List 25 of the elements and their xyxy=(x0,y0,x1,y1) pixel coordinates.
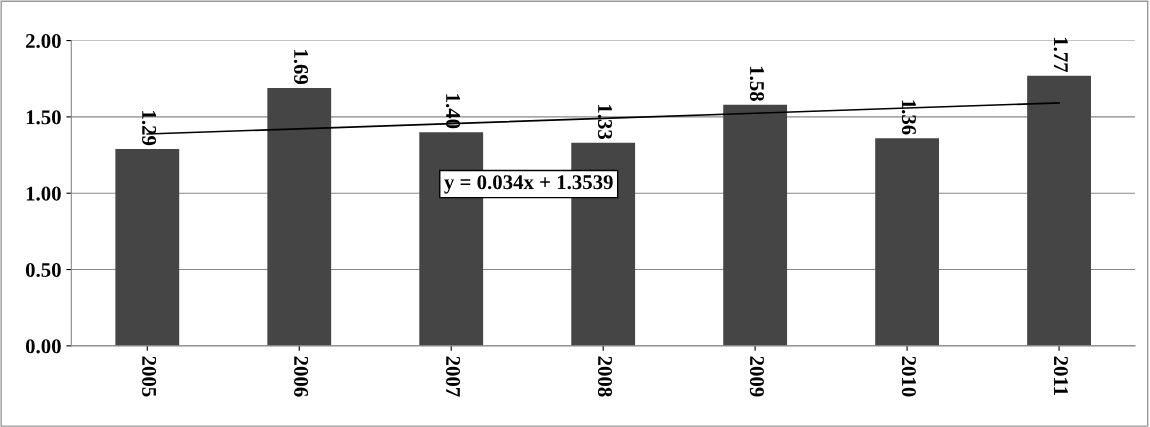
bar xyxy=(1027,75,1091,346)
data-label: 1.58 xyxy=(749,66,764,101)
x-tick-label: 2011 xyxy=(1053,356,1068,396)
x-tick-label: 2007 xyxy=(446,356,461,397)
y-tick-label: 1.50 xyxy=(26,110,61,125)
annotation: y = 0.034x + 1.3539 xyxy=(444,175,613,194)
y-tick-label: 1.00 xyxy=(26,186,61,201)
data-label: 1.77 xyxy=(1053,37,1068,73)
data-label: 1.33 xyxy=(597,105,612,140)
data-label: 1.29 xyxy=(141,111,157,146)
x-tick-label: 2006 xyxy=(294,356,309,397)
x-tick-label: 2005 xyxy=(142,356,157,397)
y-tick-label: 0.50 xyxy=(25,262,61,278)
y-tick-label: 0.00 xyxy=(25,339,61,354)
bar xyxy=(875,138,940,346)
bar xyxy=(267,87,332,346)
x-tick-label: 2009 xyxy=(749,356,764,397)
y-tick-label: 2.00 xyxy=(26,33,61,49)
bar xyxy=(723,104,788,346)
data-label: 1.40 xyxy=(445,94,461,129)
data-label: 1.36 xyxy=(901,100,916,135)
x-tick-label: 2008 xyxy=(597,356,613,397)
x-tick-label: 2010 xyxy=(901,356,916,397)
data-label: 1.69 xyxy=(293,50,309,85)
bar xyxy=(115,148,180,346)
